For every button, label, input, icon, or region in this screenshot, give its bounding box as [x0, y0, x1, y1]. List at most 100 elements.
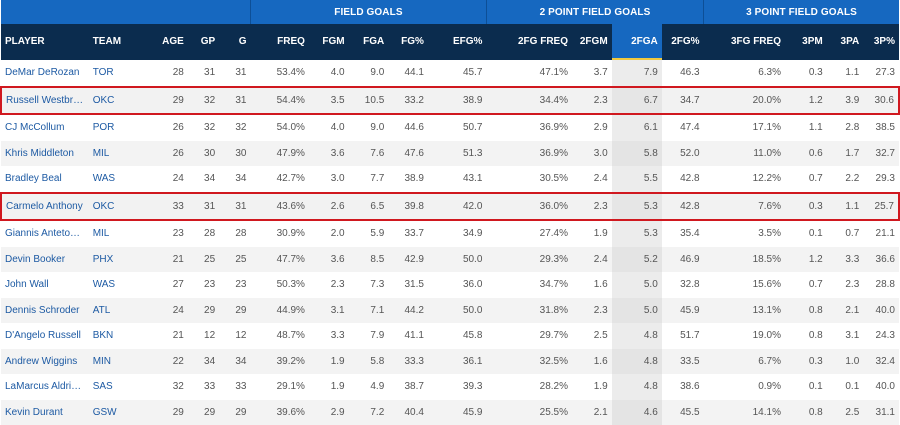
cell-freq3: 15.6%	[704, 272, 785, 298]
team-link[interactable]: PHX	[89, 247, 152, 273]
column-header-team[interactable]: TEAM	[89, 24, 152, 59]
team-link[interactable]: SAS	[89, 374, 152, 400]
cell-gp: 30	[188, 141, 219, 167]
cell-pp3: 40.0	[863, 374, 899, 400]
player-name-link[interactable]: Kevin Durant	[1, 400, 89, 425]
team-link[interactable]: BKN	[89, 323, 152, 349]
team-link[interactable]: MIL	[89, 220, 152, 247]
cell-age: 28	[151, 59, 188, 87]
cell-freq: 54.4%	[251, 87, 309, 115]
cell-pm3: 1.2	[785, 87, 827, 115]
player-name-link[interactable]: Carmelo Anthony	[1, 193, 89, 221]
column-header-2fg-freq[interactable]: 2FG FREQ	[486, 24, 572, 59]
team-link[interactable]: ATL	[89, 298, 152, 324]
cell-fga: 4.9	[349, 374, 389, 400]
cell-fgm: 3.5	[309, 87, 349, 115]
cell-efg: 50.7	[428, 114, 486, 141]
cell-age: 23	[151, 220, 188, 247]
cell-fgm: 4.0	[309, 59, 349, 87]
cell-fgp2: 45.5	[662, 400, 704, 425]
column-header-2fga[interactable]: 2FGA	[612, 24, 662, 59]
cell-fga2: 6.7	[612, 87, 662, 115]
team-link[interactable]: WAS	[89, 166, 152, 193]
cell-fgm: 3.0	[309, 166, 349, 193]
cell-fga2: 5.5	[612, 166, 662, 193]
cell-freq3: 6.3%	[704, 59, 785, 87]
team-link[interactable]: GSW	[89, 400, 152, 425]
team-link[interactable]: OKC	[89, 193, 152, 221]
cell-fgm: 4.0	[309, 114, 349, 141]
cell-efg: 38.9	[428, 87, 486, 115]
column-header-3pm[interactable]: 3PM	[785, 24, 827, 59]
player-name-link[interactable]: Khris Middleton	[1, 141, 89, 167]
player-name-link[interactable]: Russell Westbrook	[1, 87, 89, 115]
cell-freq3: 3.5%	[704, 220, 785, 247]
cell-freq: 30.9%	[251, 220, 309, 247]
cell-fgm: 3.3	[309, 323, 349, 349]
cell-g: 31	[219, 87, 250, 115]
player-name-link[interactable]: LaMarcus Aldridge	[1, 374, 89, 400]
cell-fgm2: 1.6	[572, 349, 612, 375]
column-header-age[interactable]: AGE	[151, 24, 188, 59]
team-link[interactable]: MIN	[89, 349, 152, 375]
column-header-gp[interactable]: GP	[188, 24, 219, 59]
cell-freq2: 36.0%	[486, 193, 572, 221]
column-header-efg-pct[interactable]: EFG%	[428, 24, 486, 59]
player-name-link[interactable]: Bradley Beal	[1, 166, 89, 193]
cell-g: 34	[219, 166, 250, 193]
cell-fgm: 1.9	[309, 349, 349, 375]
cell-gp: 34	[188, 349, 219, 375]
cell-freq: 47.9%	[251, 141, 309, 167]
cell-fgm2: 2.9	[572, 114, 612, 141]
cell-freq: 47.7%	[251, 247, 309, 273]
column-header-player[interactable]: PLAYER	[1, 24, 89, 59]
cell-fga: 7.6	[349, 141, 389, 167]
cell-fgm2: 2.5	[572, 323, 612, 349]
column-header-g[interactable]: G	[219, 24, 250, 59]
cell-efg: 42.0	[428, 193, 486, 221]
cell-pa3: 2.1	[827, 298, 864, 324]
column-header-2fgm[interactable]: 2FGM	[572, 24, 612, 59]
player-name-link[interactable]: D'Angelo Russell	[1, 323, 89, 349]
player-name-link[interactable]: CJ McCollum	[1, 114, 89, 141]
cell-pa3: 1.7	[827, 141, 864, 167]
player-name-link[interactable]: DeMar DeRozan	[1, 59, 89, 87]
team-link[interactable]: MIL	[89, 141, 152, 167]
team-link[interactable]: POR	[89, 114, 152, 141]
player-name-link[interactable]: Devin Booker	[1, 247, 89, 273]
column-header-freq[interactable]: FREQ	[251, 24, 309, 59]
player-name-link[interactable]: John Wall	[1, 272, 89, 298]
column-header-3p-pct[interactable]: 3P%	[863, 24, 899, 59]
cell-pa3: 3.1	[827, 323, 864, 349]
player-name-link[interactable]: Giannis Antetoko...	[1, 220, 89, 247]
cell-pa3: 2.2	[827, 166, 864, 193]
cell-gp: 29	[188, 298, 219, 324]
cell-fgp: 33.7	[388, 220, 428, 247]
cell-pp3: 30.6	[863, 87, 899, 115]
column-header-3pa[interactable]: 3PA	[827, 24, 864, 59]
column-header-fg-pct[interactable]: FG%	[388, 24, 428, 59]
team-link[interactable]: WAS	[89, 272, 152, 298]
column-header-2fg-pct[interactable]: 2FG%	[662, 24, 704, 59]
cell-pm3: 0.8	[785, 298, 827, 324]
cell-freq2: 29.7%	[486, 323, 572, 349]
player-name-link[interactable]: Dennis Schroder	[1, 298, 89, 324]
player-name-link[interactable]: Andrew Wiggins	[1, 349, 89, 375]
team-link[interactable]: OKC	[89, 87, 152, 115]
column-header-fgm[interactable]: FGM	[309, 24, 349, 59]
cell-g: 30	[219, 141, 250, 167]
cell-age: 29	[151, 87, 188, 115]
column-header-3fg-freq[interactable]: 3FG FREQ	[704, 24, 785, 59]
team-link[interactable]: TOR	[89, 59, 152, 87]
cell-gp: 28	[188, 220, 219, 247]
cell-g: 33	[219, 374, 250, 400]
cell-freq3: 11.0%	[704, 141, 785, 167]
cell-efg: 51.3	[428, 141, 486, 167]
cell-gp: 33	[188, 374, 219, 400]
column-header-fga[interactable]: FGA	[349, 24, 389, 59]
cell-fgp2: 42.8	[662, 193, 704, 221]
